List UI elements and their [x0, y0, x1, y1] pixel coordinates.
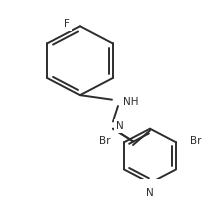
- Text: N: N: [116, 121, 124, 131]
- Text: NH: NH: [123, 97, 139, 107]
- Text: F: F: [64, 20, 70, 30]
- Text: Br: Br: [190, 136, 202, 146]
- Text: Br: Br: [99, 136, 110, 146]
- Text: N: N: [146, 189, 154, 197]
